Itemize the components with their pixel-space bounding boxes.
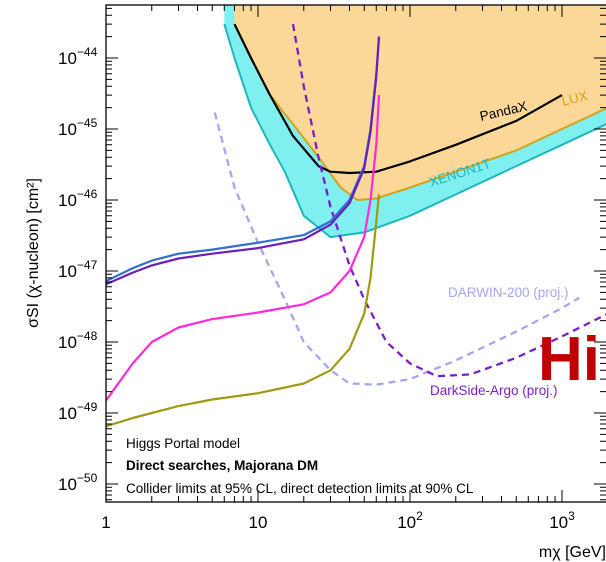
limit-curves: [106, 23, 606, 428]
x-tick-label: 10: [249, 513, 268, 532]
series-line-4: [291, 23, 606, 378]
plot-frame: [105, 4, 606, 503]
series-line-8: [106, 194, 381, 428]
curve-label: DARWIN-200 (proj.): [448, 285, 569, 300]
y-tick-label: 10−46: [58, 187, 98, 210]
curve-label: LUX: [560, 88, 589, 109]
x-tick-label: 1: [101, 513, 110, 532]
legend-line-3: Collider limits at 95% CL, direct detect…: [126, 481, 474, 496]
series-line-7: [106, 95, 381, 402]
x-axis-label: mχ [GeV]: [539, 544, 606, 561]
legend: Higgs Portal model Direct searches, Majo…: [126, 436, 474, 496]
y-tick-label: 10−44: [58, 45, 98, 68]
legend-line-1: Higgs Portal model: [126, 436, 240, 451]
axis-ticks: [105, 5, 606, 502]
legend-line-2: Direct searches, Majorana DM: [126, 458, 318, 473]
y-axis-label: σSI (χ-nucleon) [cm²]: [25, 178, 42, 328]
excluded-regions: [224, 5, 606, 238]
series-line-2: [233, 23, 563, 175]
y-tick-label: 10−48: [58, 329, 98, 352]
series-line-6: [106, 36, 381, 286]
y-tick-label: 10−47: [58, 258, 98, 281]
curve-label: DarkSide-Argo (proj.): [430, 383, 558, 398]
y-tick-label: 10−45: [58, 116, 98, 139]
tick-labels: 1 10 102 103 10−44 10−45 10−46 10−47 10−48 10−49 1…: [58, 45, 575, 532]
y-tick-label: 10−50: [58, 471, 98, 494]
x-tick-label: 103: [549, 509, 575, 532]
overlay-text: Hi: [538, 325, 600, 394]
y-tick-label: 10−49: [58, 400, 98, 423]
series-line-1: [223, 23, 606, 239]
x-tick-label: 102: [397, 509, 423, 532]
